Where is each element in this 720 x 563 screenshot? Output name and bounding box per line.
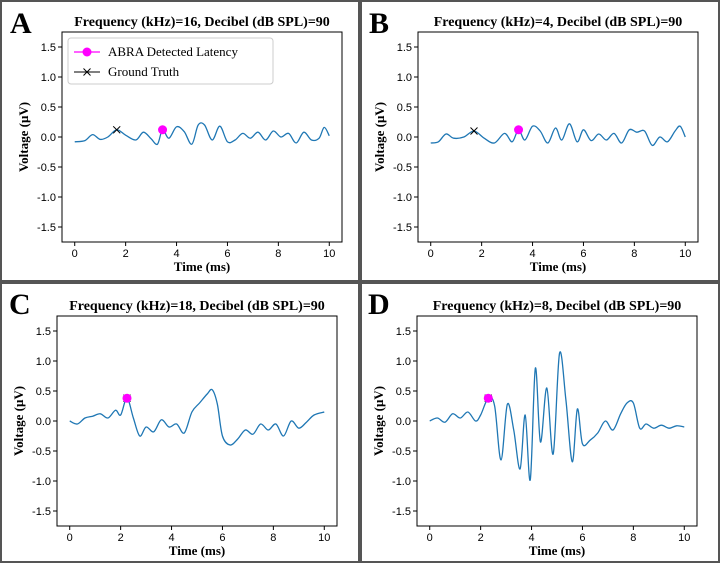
- x-tick-label: 2: [478, 532, 484, 544]
- x-tick-label: 0: [72, 248, 78, 260]
- abra-latency-marker: [514, 125, 524, 135]
- chart-title: Frequency (kHz)=18, Decibel (dB SPL)=90: [69, 299, 325, 314]
- waveform-line: [74, 122, 330, 146]
- waveform-line: [69, 388, 325, 446]
- y-axis-label: Voltage (μV): [371, 386, 386, 456]
- panel-frame: [360, 0, 720, 282]
- y-axis-label: Voltage (μV): [372, 102, 387, 172]
- y-tick-label: 0.0: [41, 132, 56, 144]
- y-axis-label: Voltage (μV): [16, 102, 31, 172]
- y-tick-label: -1.0: [393, 192, 412, 204]
- waveform-line: [430, 123, 686, 147]
- y-tick-label: -0.5: [393, 162, 412, 174]
- y-tick-label: -0.5: [392, 446, 411, 458]
- y-tick-label: -1.0: [32, 476, 51, 488]
- y-tick-label: 1.5: [396, 326, 411, 338]
- legend-frame: [67, 37, 274, 85]
- panel-letter: C: [9, 288, 31, 321]
- panel-letter: A: [10, 7, 32, 40]
- panel-d: D Frequency (kHz)=8, Decibel (dB SPL)=90 0…: [360, 282, 720, 563]
- y-tick-label: -1.5: [37, 222, 56, 234]
- x-tick-label: 4: [529, 248, 535, 260]
- x-tick-label: 10: [678, 532, 690, 544]
- x-tick-label: 2: [118, 532, 124, 544]
- x-tick-label: 0: [427, 532, 433, 544]
- x-tick-label: 2: [123, 248, 129, 260]
- y-tick-label: -1.0: [392, 476, 411, 488]
- axes-box: [56, 315, 338, 527]
- y-tick-label: -1.5: [32, 506, 51, 518]
- x-tick-label: 4: [168, 532, 174, 544]
- axes-box: [417, 31, 699, 243]
- legend: ABRA Detected Latency Ground Truth: [67, 37, 274, 85]
- y-tick-label: -1.0: [37, 192, 56, 204]
- x-axis-label: Time (ms): [529, 543, 585, 558]
- y-tick-label: 1.0: [36, 356, 51, 368]
- y-tick-label: 1.5: [397, 42, 412, 54]
- y-tick-label: -0.5: [37, 162, 56, 174]
- x-tick-label: 8: [631, 248, 637, 260]
- legend-abra-label: ABRA Detected Latency: [108, 44, 238, 59]
- y-tick-label: 1.0: [397, 72, 412, 84]
- y-tick-label: 0.5: [397, 102, 412, 114]
- y-tick-label: 1.0: [396, 356, 411, 368]
- abra-latency-marker: [158, 125, 168, 135]
- ground-truth-stroke: [112, 125, 121, 134]
- panel-frame: [0, 0, 360, 282]
- chart-title: Frequency (kHz)=16, Decibel (dB SPL)=90: [74, 15, 330, 30]
- ground-truth-stroke: [470, 127, 478, 135]
- legend-truth-label: Ground Truth: [108, 64, 180, 79]
- x-axis-label: Time (ms): [169, 543, 225, 558]
- chart-title: Frequency (kHz)=4, Decibel (dB SPL)=90: [434, 15, 683, 30]
- x-tick-label: 10: [679, 248, 691, 260]
- panel-c: C Frequency (kHz)=18, Decibel (dB SPL)=90…: [0, 282, 360, 563]
- x-tick-label: 8: [630, 532, 636, 544]
- y-axis-label: Voltage (μV): [11, 386, 26, 456]
- x-tick-label: 8: [270, 532, 276, 544]
- y-tick-label: -0.5: [32, 446, 51, 458]
- x-tick-label: 10: [323, 248, 335, 260]
- panel-frame: [0, 282, 360, 563]
- ground-truth-marker: [112, 125, 121, 134]
- x-tick-label: 6: [580, 248, 586, 260]
- x-tick-label: 0: [428, 248, 434, 260]
- y-tick-label: 0.0: [396, 416, 411, 428]
- y-tick-label: 0.0: [397, 132, 412, 144]
- x-tick-label: 2: [479, 248, 485, 260]
- x-tick-label: 0: [67, 532, 73, 544]
- y-tick-label: 1.5: [41, 42, 56, 54]
- panel-letter: D: [368, 288, 390, 321]
- y-tick-label: 1.5: [36, 326, 51, 338]
- panel-b: B Frequency (kHz)=4, Decibel (dB SPL)=90 0…: [360, 0, 720, 282]
- y-tick-label: 0.5: [396, 386, 411, 398]
- waveform-line: [429, 351, 685, 481]
- panel-letter: B: [369, 7, 389, 40]
- ground-truth-marker: [470, 127, 478, 135]
- x-tick-label: 10: [318, 532, 330, 544]
- y-tick-label: 0.5: [41, 102, 56, 114]
- y-tick-label: 0.5: [36, 386, 51, 398]
- abra-latency-marker: [122, 393, 132, 403]
- y-tick-label: -1.5: [393, 222, 412, 234]
- y-tick-label: -1.5: [392, 506, 411, 518]
- legend-abra-marker: [82, 47, 92, 57]
- axes-box: [416, 315, 698, 527]
- y-tick-label: 0.0: [36, 416, 51, 428]
- chart-title: Frequency (kHz)=8, Decibel (dB SPL)=90: [433, 299, 682, 314]
- x-tick-label: 6: [219, 532, 225, 544]
- abra-latency-marker: [483, 393, 493, 403]
- panel-a: A Frequency (kHz)=16, Decibel (dB SPL)=90…: [0, 0, 360, 282]
- panel-frame: [360, 282, 720, 563]
- x-tick-label: 6: [579, 532, 585, 544]
- x-tick-label: 4: [173, 248, 179, 260]
- legend-truth-marker: [83, 68, 91, 76]
- x-tick-label: 8: [275, 248, 281, 260]
- x-tick-label: 4: [528, 532, 534, 544]
- y-tick-label: 1.0: [41, 72, 56, 84]
- x-axis-label: Time (ms): [530, 259, 586, 274]
- x-tick-label: 6: [224, 248, 230, 260]
- x-axis-label: Time (ms): [174, 259, 230, 274]
